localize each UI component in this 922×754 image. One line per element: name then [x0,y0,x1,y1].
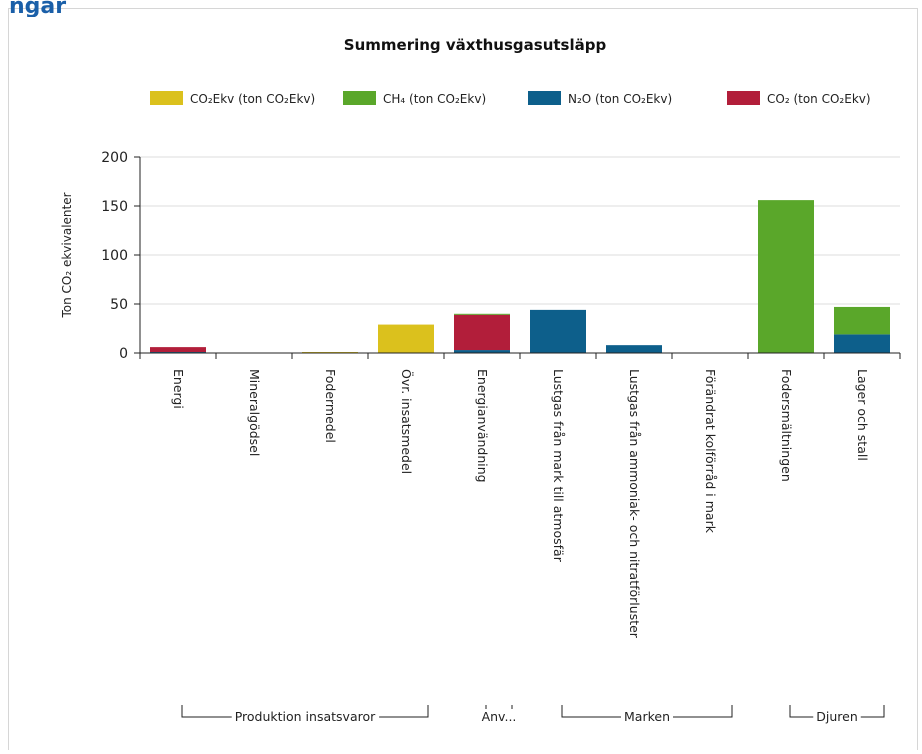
legend-swatch [343,91,376,105]
legend-label: CH₄ (ton CO₂Ekv) [383,92,486,106]
y-axis-label: Ton CO₂ ekvivalenter [60,192,74,318]
bar-segment [454,313,510,315]
bar-segment [834,334,890,353]
category-label: Lager och stall [855,369,870,461]
bar-segment [454,314,510,351]
group-label-background [813,709,861,724]
group-label-background [621,709,673,724]
category-label: Mineralgödsel [247,369,262,456]
y-tick-labels: 0 50 100 150 200 [101,150,140,362]
legend-swatch [150,91,183,105]
y-tick-label: 200 [101,150,128,166]
section-heading-fragment: ngar [9,0,169,17]
y-tick-label: 150 [101,199,128,215]
section-heading-text: ngar [9,0,67,17]
bar-segment [758,200,814,353]
bar-segment [834,306,890,335]
bar-segment [530,309,586,353]
category-label: Energianvändning [475,369,490,483]
y-tick-label: 100 [101,248,128,264]
legend-label: CO₂Ekv (ton CO₂Ekv) [190,92,315,106]
group-label: Produktion insatsvaror [235,709,376,724]
y-tick-label: 0 [119,346,128,362]
group-label-background [231,709,380,724]
category-label: Fodersmältningen [779,369,794,482]
legend-swatch [727,91,760,105]
group-label: Anv... [482,709,517,724]
category-groups: Produktion insatsvaror Anv... Marken Djuren [181,705,885,724]
y-tick-label: 50 [110,297,128,313]
bar-segment [606,345,662,353]
chart-title: Summering växthusgasutsläpp [344,36,607,54]
category-label: Övr. insatsmedel [399,369,415,474]
bar-segment [378,324,434,353]
bars [150,200,890,354]
bar-segment [454,350,510,353]
legend-label: N₂O (ton CO₂Ekv) [568,92,672,106]
category-label: Fodermedel [323,369,338,443]
group-label: Djuren [816,709,858,724]
category-label: Förändrat kolförråd i mark [703,369,718,534]
group-label: Marken [624,709,670,724]
group-label-background [478,709,520,724]
legend-swatch [528,91,561,105]
bar-segment [150,347,206,353]
category-labels: Energi Mineralgödsel Fodermedel Övr. insats… [171,369,870,639]
chart-legend: CO₂Ekv (ton CO₂Ekv) CH₄ (ton CO₂Ekv) N₂O (… [150,91,871,106]
legend-label: CO₂ (ton CO₂Ekv) [767,92,871,106]
category-label: Lustgas från mark till atmosfär [551,369,566,563]
category-label: Lustgas från ammoniak- och nitratförlust… [627,369,642,639]
category-label: Energi [171,369,186,409]
chart-panel: ngar [8,0,918,750]
